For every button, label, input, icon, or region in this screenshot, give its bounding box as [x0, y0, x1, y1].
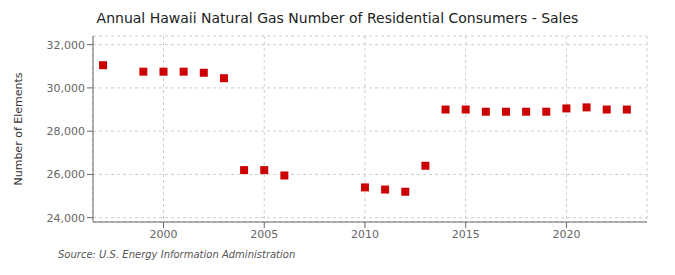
svg-text:2000: 2000 — [150, 228, 178, 241]
svg-text:2010: 2010 — [351, 228, 379, 241]
html-text:Source: U.S. Energy Informatio: Source: U.S. Energy Information Administ… — [58, 249, 296, 260]
svg-text:2005: 2005 — [250, 228, 278, 241]
svg-text:Number of Elements: Number of Elements — [12, 72, 25, 185]
svg-text:26,000: 26,000 — [47, 168, 86, 181]
svg-text:30,000: 30,000 — [47, 82, 86, 95]
svg-text:28,000: 28,000 — [47, 125, 86, 138]
svg-text:24,000: 24,000 — [47, 212, 86, 225]
html-text:Annual Hawaii Natural Gas Numb: Annual Hawaii Natural Gas Number of Resi… — [96, 10, 579, 26]
svg-text:2020: 2020 — [552, 228, 580, 241]
svg-text:2015: 2015 — [452, 228, 480, 241]
svg-text:32,000: 32,000 — [47, 39, 86, 52]
